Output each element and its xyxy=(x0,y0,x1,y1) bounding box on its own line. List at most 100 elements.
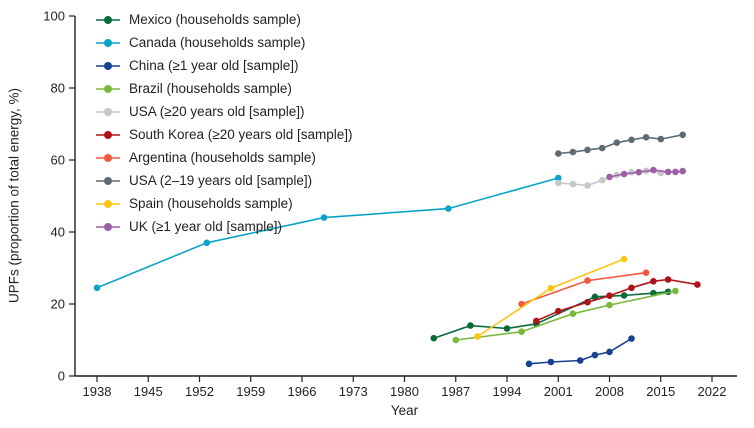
x-tick-label: 1994 xyxy=(493,384,522,399)
data-point-usa-youth xyxy=(679,131,686,139)
x-tick-label: 2008 xyxy=(595,384,624,399)
series-line-argentina xyxy=(521,271,647,305)
data-point-uk xyxy=(664,168,672,176)
legend-item-usa-youth: USA (2–19 years old [sample]) xyxy=(95,169,353,192)
data-point-canada xyxy=(445,205,452,212)
legend-label-canada: Canada (households sample) xyxy=(129,35,306,50)
legend-marker-argentina xyxy=(96,153,120,162)
data-point-usa-youth xyxy=(598,144,606,152)
x-axis-label: Year xyxy=(390,403,419,418)
data-point-spain xyxy=(547,284,555,292)
legend-label-argentina: Argentina (households sample) xyxy=(129,150,316,165)
legend-label-mexico: Mexico (households sample) xyxy=(129,12,301,27)
x-tick-label: 1952 xyxy=(185,384,214,399)
data-point-uk xyxy=(650,166,657,174)
legend-item-spain: Spain (households sample) xyxy=(95,192,353,215)
data-point-usa-youth xyxy=(555,150,562,157)
series-line-south-korea xyxy=(535,278,698,322)
data-point-canada xyxy=(93,284,101,292)
series-line-china xyxy=(528,337,632,365)
data-point-south-korea xyxy=(664,276,672,283)
data-point-canada xyxy=(555,174,562,182)
data-point-mexico xyxy=(430,334,438,342)
data-point-uk xyxy=(606,173,613,181)
legend-marker-spain xyxy=(96,199,120,208)
series-line-brazil xyxy=(455,290,676,341)
data-point-usa-youth xyxy=(613,139,621,146)
data-point-usa-adults xyxy=(555,179,562,187)
data-point-china xyxy=(576,357,584,364)
legend-marker-mexico xyxy=(96,15,120,24)
data-point-usa-adults xyxy=(584,182,591,189)
legend-marker-china xyxy=(96,61,120,70)
legend-marker-brazil xyxy=(96,84,120,93)
data-point-brazil xyxy=(452,336,460,344)
legend-item-usa-adults: USA (≥20 years old [sample]) xyxy=(95,100,353,123)
data-point-brazil xyxy=(672,287,679,295)
data-point-canada xyxy=(320,214,328,221)
y-tick-label: 40 xyxy=(51,225,65,240)
data-point-china xyxy=(591,351,599,359)
x-tick-label: 1966 xyxy=(288,384,317,399)
legend-marker-usa-youth xyxy=(96,176,120,185)
x-tick-label: 1959 xyxy=(236,384,265,399)
data-point-usa-youth xyxy=(657,135,665,143)
y-tick-label: 100 xyxy=(43,9,65,24)
data-point-spain xyxy=(620,255,628,263)
data-point-china xyxy=(606,348,613,356)
data-point-usa-youth xyxy=(584,146,591,154)
legend-item-canada: Canada (households sample) xyxy=(95,31,353,54)
series-line-usa-youth xyxy=(558,134,683,155)
data-point-canada xyxy=(203,239,211,247)
y-tick-label: 60 xyxy=(51,153,65,168)
data-point-argentina xyxy=(584,277,591,284)
legend-label-china: China (≥1 year old [sample]) xyxy=(129,58,299,73)
data-point-usa-adults xyxy=(569,180,577,188)
legend-label-usa-youth: USA (2–19 years old [sample]) xyxy=(129,173,313,188)
chart-legend: Mexico (households sample) Canada (househ… xyxy=(95,8,353,238)
data-point-uk xyxy=(679,167,686,175)
legend-item-china: China (≥1 year old [sample]) xyxy=(95,54,353,77)
series-line-mexico xyxy=(433,291,669,339)
y-tick-label: 20 xyxy=(51,297,65,312)
x-tick-label: 1938 xyxy=(83,384,112,399)
legend-item-mexico: Mexico (households sample) xyxy=(95,8,353,31)
data-point-usa-youth xyxy=(642,134,650,141)
data-point-uk xyxy=(672,168,679,176)
x-tick-label: 1980 xyxy=(390,384,419,399)
data-point-mexico xyxy=(467,322,474,329)
data-point-uk xyxy=(635,168,643,176)
data-point-china xyxy=(547,358,555,366)
x-tick-label: 2022 xyxy=(698,384,727,399)
data-point-argentina xyxy=(642,269,650,277)
legend-item-uk: UK (≥1 year old [sample]) xyxy=(95,215,353,238)
x-tick-label: 1945 xyxy=(134,384,163,399)
data-point-china xyxy=(525,360,533,368)
y-tick-label: 0 xyxy=(58,369,65,384)
x-tick-label: 2001 xyxy=(544,384,573,399)
y-axis-label: UPFs (proportion of total energy, %) xyxy=(6,87,22,304)
data-point-brazil xyxy=(569,310,577,318)
data-point-south-korea xyxy=(694,281,701,288)
legend-label-brazil: Brazil (households sample) xyxy=(129,81,292,96)
legend-marker-uk xyxy=(96,222,120,231)
data-point-mexico xyxy=(591,293,599,301)
x-tick-label: 1973 xyxy=(339,384,368,399)
legend-label-spain: Spain (households sample) xyxy=(129,196,293,211)
data-point-mexico xyxy=(503,325,511,332)
data-point-south-korea xyxy=(628,284,635,292)
data-point-usa-adults xyxy=(598,176,606,184)
legend-marker-south-korea xyxy=(96,130,120,139)
data-point-brazil xyxy=(606,301,613,309)
data-point-south-korea xyxy=(606,292,613,300)
x-tick-label: 1987 xyxy=(441,384,470,399)
data-point-usa-youth xyxy=(569,148,577,156)
data-point-china xyxy=(628,335,635,342)
data-point-uk xyxy=(620,170,628,178)
data-point-south-korea xyxy=(650,278,657,285)
legend-item-south-korea: South Korea (≥20 years old [sample]) xyxy=(95,123,353,146)
legend-label-south-korea: South Korea (≥20 years old [sample]) xyxy=(129,127,353,142)
legend-marker-usa-adults xyxy=(96,107,120,116)
